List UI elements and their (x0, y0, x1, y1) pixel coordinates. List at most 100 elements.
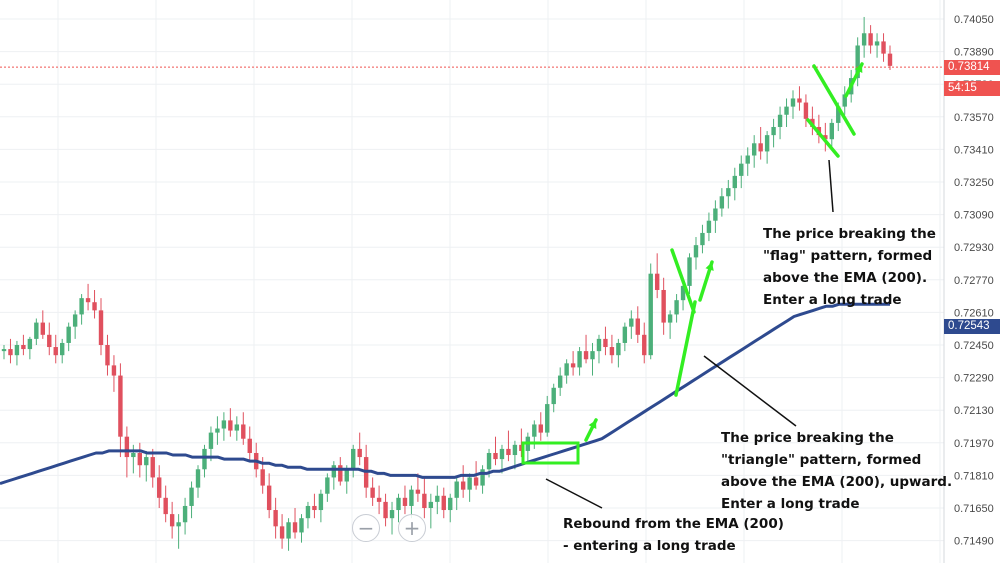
candle-body (570, 363, 576, 368)
candle-body (66, 326, 71, 343)
candle (790, 90, 796, 119)
candle (286, 518, 291, 551)
candle-body (836, 106, 841, 123)
candle-body (687, 257, 692, 286)
candle-body (473, 477, 479, 486)
candle-body (764, 135, 770, 152)
candle-body (480, 469, 485, 486)
candle-body (732, 175, 737, 189)
candle-body (312, 505, 317, 511)
candle-body (564, 363, 569, 376)
candle-body (486, 452, 492, 470)
candle-body (499, 448, 505, 460)
candle (60, 338, 65, 364)
candle-body (790, 98, 796, 107)
candle-body (376, 497, 382, 502)
candle (448, 493, 453, 523)
candle (435, 485, 440, 515)
candle (713, 200, 718, 233)
y-tick-label: 0.71970 (954, 438, 994, 450)
pattern-markers (521, 62, 864, 509)
candle-body (163, 497, 168, 515)
triangle-pointer-line (703, 355, 797, 427)
candle (874, 33, 880, 58)
candle-body (855, 45, 860, 79)
candle (14, 340, 20, 366)
zoom-out-button[interactable]: − (352, 514, 380, 542)
candle (557, 367, 563, 396)
candle-body (241, 424, 246, 439)
candle-body (545, 404, 550, 433)
candle (855, 37, 860, 87)
rebound-zone-box (521, 441, 580, 465)
candle (803, 94, 809, 127)
candle-body (383, 501, 388, 519)
candle (234, 416, 240, 441)
candle-body (441, 495, 446, 511)
candle (105, 334, 110, 376)
candle-body (577, 351, 582, 368)
candle-body (881, 41, 886, 54)
candle-body (751, 143, 757, 156)
candle (357, 432, 362, 466)
triangle-lower-line (674, 300, 697, 397)
candle-body (435, 495, 440, 502)
flag-upper-line (812, 64, 856, 136)
candle (596, 334, 602, 364)
candle (325, 473, 330, 502)
candle-body (144, 457, 149, 466)
candle (1, 345, 7, 360)
candle (118, 363, 123, 458)
candle (551, 383, 556, 413)
candle-body (771, 126, 776, 136)
candle (376, 485, 382, 515)
candle-body (551, 387, 556, 405)
candle-body (182, 505, 188, 523)
candle (726, 179, 731, 209)
candle-body (861, 33, 867, 46)
candle (208, 426, 214, 462)
candle-body (842, 94, 847, 107)
candle-body (34, 322, 39, 339)
candle-body (609, 347, 615, 356)
candle-body (745, 155, 750, 164)
candle (887, 45, 893, 70)
candle (745, 147, 750, 176)
rebound-annotation: Rebound from the EMA (200) - entering a … (563, 516, 784, 554)
candle-body (40, 322, 46, 335)
candle (150, 448, 155, 488)
candle-body (532, 424, 537, 437)
candle (8, 338, 13, 364)
candle-body (176, 522, 181, 527)
candle-body (512, 444, 518, 456)
candle-body (260, 469, 265, 486)
candle (842, 86, 847, 115)
candle (428, 493, 434, 529)
candle-body (874, 41, 880, 46)
candle (27, 336, 33, 360)
candle-body (887, 53, 893, 66)
candle (700, 224, 705, 254)
candle-body (279, 526, 285, 539)
candle (648, 263, 653, 360)
candle (415, 473, 421, 502)
candle (338, 457, 343, 486)
candle (215, 416, 220, 445)
candle-body (519, 444, 524, 451)
candle (771, 118, 776, 148)
candle (241, 412, 246, 445)
triangle-upper-line (670, 248, 696, 314)
candle (661, 277, 666, 335)
candle-body (803, 102, 809, 119)
candle-body (14, 345, 20, 356)
candle (868, 25, 873, 54)
y-tick-label: 0.72930 (954, 242, 994, 254)
candle (318, 489, 324, 523)
candle-body (713, 208, 718, 221)
zoom-in-button[interactable]: + (398, 514, 426, 542)
candle (396, 493, 401, 523)
candle-body (829, 122, 834, 140)
candle (583, 334, 589, 364)
candle-body (777, 114, 783, 127)
